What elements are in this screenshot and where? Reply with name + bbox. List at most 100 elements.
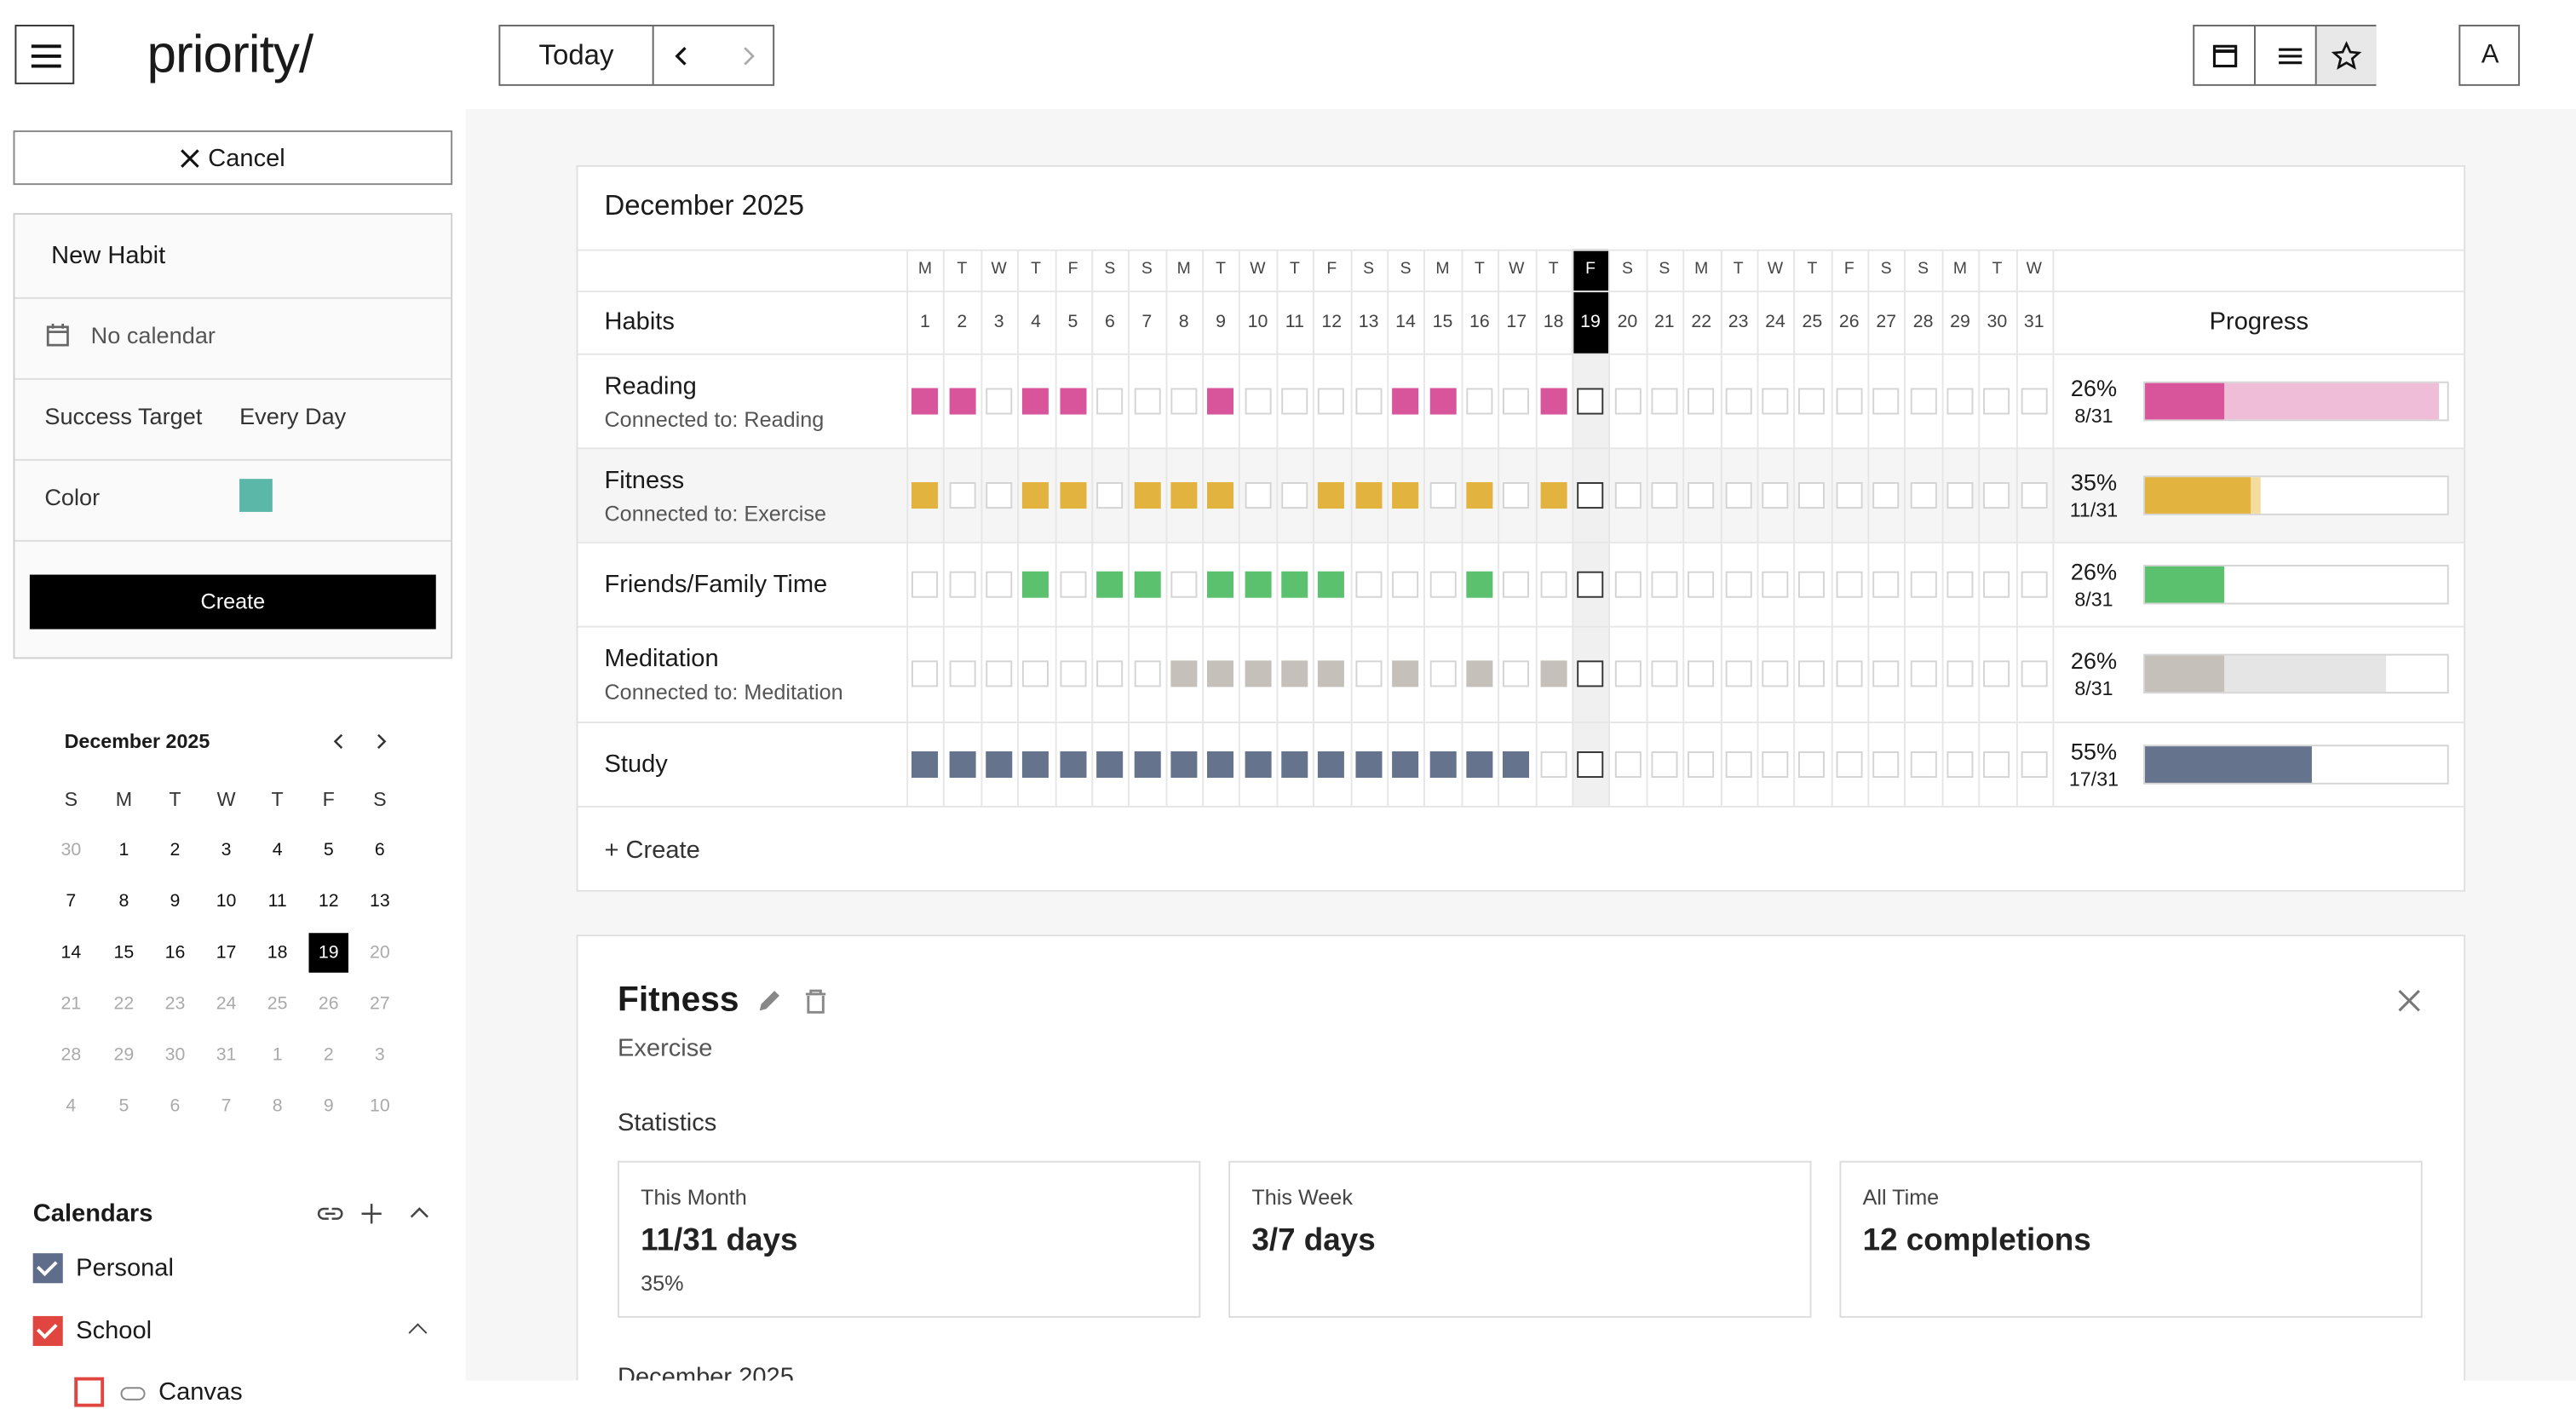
habit-cell[interactable] xyxy=(1688,570,1715,597)
habit-check[interactable] xyxy=(1244,570,1271,597)
habit-cell[interactable] xyxy=(1429,660,1456,687)
day[interactable]: 11 xyxy=(267,891,287,912)
habit-check[interactable] xyxy=(1466,751,1493,778)
day[interactable]: 29 xyxy=(113,1045,135,1066)
habit-cell[interactable] xyxy=(1096,660,1124,687)
habit-name[interactable]: Fitness xyxy=(604,465,685,494)
habit-cell[interactable] xyxy=(1133,387,1160,414)
habit-cell[interactable] xyxy=(1910,570,1937,597)
habit-cell[interactable] xyxy=(1798,387,1826,414)
habit-cell[interactable] xyxy=(2021,751,2048,778)
habit-check[interactable] xyxy=(1281,660,1308,687)
habit-cell[interactable] xyxy=(1170,387,1198,414)
habit-cell[interactable] xyxy=(1872,481,1900,509)
habit-cell[interactable] xyxy=(1244,481,1271,509)
habit-cell[interactable] xyxy=(986,481,1013,509)
habit-check[interactable] xyxy=(1022,751,1049,778)
detail-actions[interactable] xyxy=(758,987,827,1014)
habit-cell[interactable] xyxy=(1355,570,1383,597)
day[interactable]: 1 xyxy=(118,840,129,860)
habit-cell[interactable] xyxy=(1577,570,1604,597)
habit-check[interactable] xyxy=(1503,751,1530,778)
habit-name[interactable]: Reading xyxy=(604,371,697,400)
habit-cell[interactable] xyxy=(1725,570,1752,597)
today-button[interactable]: Today xyxy=(538,39,614,72)
habit-cell[interactable] xyxy=(1059,570,1086,597)
habit-cell[interactable] xyxy=(1540,570,1567,597)
day[interactable]: 15 xyxy=(113,942,135,963)
habit-name[interactable]: Study xyxy=(604,750,668,779)
checkbox[interactable] xyxy=(74,1377,105,1407)
day[interactable]: 4 xyxy=(272,840,283,860)
habit-check[interactable] xyxy=(1466,481,1493,509)
habit-cell[interactable] xyxy=(1577,387,1604,414)
habit-check[interactable] xyxy=(1244,751,1271,778)
habit-cell[interactable] xyxy=(1836,481,1863,509)
day[interactable]: 6 xyxy=(170,1096,181,1117)
habit-cell[interactable] xyxy=(1281,481,1308,509)
view-icons[interactable] xyxy=(2212,41,2362,70)
day[interactable]: 3 xyxy=(221,840,232,860)
habit-cell[interactable] xyxy=(1429,570,1456,597)
day[interactable]: 19 xyxy=(318,942,339,963)
habit-check[interactable] xyxy=(911,387,939,414)
habit-check[interactable] xyxy=(1281,570,1308,597)
habit-cell[interactable] xyxy=(1762,660,1789,687)
habit-cell[interactable] xyxy=(1613,387,1641,414)
habit-cell[interactable] xyxy=(1946,570,1974,597)
day[interactable]: 24 xyxy=(216,993,237,1015)
habit-check[interactable] xyxy=(1022,570,1049,597)
habit-check[interactable] xyxy=(1059,751,1086,778)
day[interactable]: 12 xyxy=(318,891,339,912)
day[interactable]: 18 xyxy=(267,942,288,963)
habit-cell[interactable] xyxy=(1429,481,1456,509)
habit-cell[interactable] xyxy=(1651,751,1678,778)
habit-check[interactable] xyxy=(1466,660,1493,687)
day[interactable]: 7 xyxy=(66,891,77,912)
chevron[interactable] xyxy=(408,1323,428,1343)
habit-check[interactable] xyxy=(1207,481,1234,509)
habit-cell[interactable] xyxy=(1577,481,1604,509)
habit-cell[interactable] xyxy=(1983,751,2010,778)
habit-check[interactable] xyxy=(1096,751,1124,778)
day[interactable]: 27 xyxy=(369,993,390,1015)
day[interactable]: 28 xyxy=(60,1045,82,1066)
habit-check[interactable] xyxy=(1355,751,1383,778)
habit-cell[interactable] xyxy=(1318,387,1345,414)
day[interactable]: 17 xyxy=(216,942,237,963)
habit-check[interactable] xyxy=(1540,481,1567,509)
habit-cell[interactable] xyxy=(1725,660,1752,687)
habit-cell[interactable] xyxy=(1983,387,2010,414)
habit-cell[interactable] xyxy=(1022,660,1049,687)
day[interactable]: 16 xyxy=(164,942,186,963)
habit-check[interactable] xyxy=(1022,387,1049,414)
habit-check[interactable] xyxy=(911,751,939,778)
day[interactable]: 5 xyxy=(118,1096,129,1117)
habit-cell[interactable] xyxy=(1798,660,1826,687)
habit-check[interactable] xyxy=(1355,481,1383,509)
day[interactable]: 1 xyxy=(272,1045,283,1066)
habit-check[interactable] xyxy=(1207,660,1234,687)
habit-cell[interactable] xyxy=(1355,660,1383,687)
mini-cal-nav[interactable] xyxy=(333,733,387,750)
habit-cell[interactable] xyxy=(1798,570,1826,597)
habit-cell[interactable] xyxy=(1688,751,1715,778)
habit-check[interactable] xyxy=(1540,660,1567,687)
habit-cell[interactable] xyxy=(1910,660,1937,687)
habit-cell[interactable] xyxy=(1946,751,1974,778)
habit-cell[interactable] xyxy=(1613,481,1641,509)
day[interactable]: 9 xyxy=(323,1096,334,1117)
habit-cell[interactable] xyxy=(1096,387,1124,414)
habit-cell[interactable] xyxy=(1872,387,1900,414)
habit-cell[interactable] xyxy=(1651,387,1678,414)
habit-cell[interactable] xyxy=(1725,387,1752,414)
day[interactable]: 5 xyxy=(323,840,334,860)
day[interactable]: 9 xyxy=(170,891,181,912)
habit-check[interactable] xyxy=(1318,660,1345,687)
habit-cell[interactable] xyxy=(1836,660,1863,687)
habit-cell[interactable] xyxy=(1762,387,1789,414)
habit-cell[interactable] xyxy=(911,570,939,597)
habit-cell[interactable] xyxy=(1836,751,1863,778)
habit-cell[interactable] xyxy=(1762,570,1789,597)
create-habit[interactable]: + Create xyxy=(604,836,700,865)
